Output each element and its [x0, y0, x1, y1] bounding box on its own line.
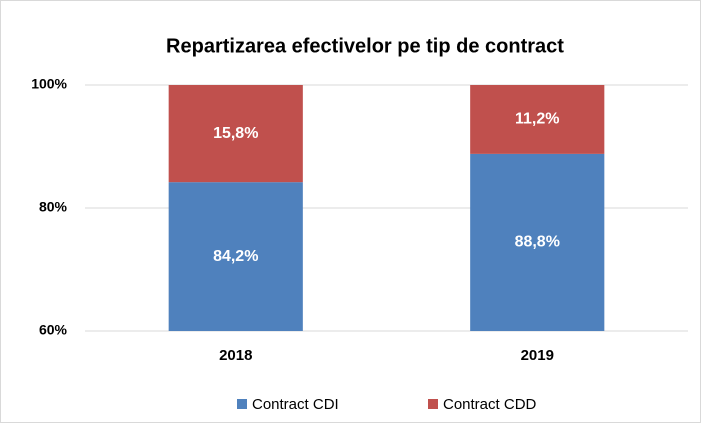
legend-swatch — [428, 399, 438, 409]
x-tick-label: 2019 — [521, 347, 554, 364]
bar-segment — [168, 85, 303, 183]
bar-segment — [470, 85, 605, 154]
chart-title: Repartizarea efectivelor pe tip de contr… — [166, 35, 564, 57]
legend-label: Contract CDI — [252, 396, 339, 413]
y-tick-label: 80% — [39, 199, 68, 215]
legend-swatch — [237, 399, 247, 409]
data-label: 88,8% — [515, 234, 560, 251]
legend-label: Contract CDD — [443, 396, 537, 413]
x-tick-label: 2018 — [219, 347, 252, 364]
y-tick-label: 60% — [39, 322, 68, 338]
data-label: 11,2% — [515, 111, 559, 128]
bar-segment — [470, 153, 605, 331]
data-label: 15,8% — [213, 125, 258, 142]
y-tick-label: 100% — [31, 76, 67, 92]
bar-segment — [168, 182, 303, 331]
data-label: 84,2% — [213, 248, 258, 265]
